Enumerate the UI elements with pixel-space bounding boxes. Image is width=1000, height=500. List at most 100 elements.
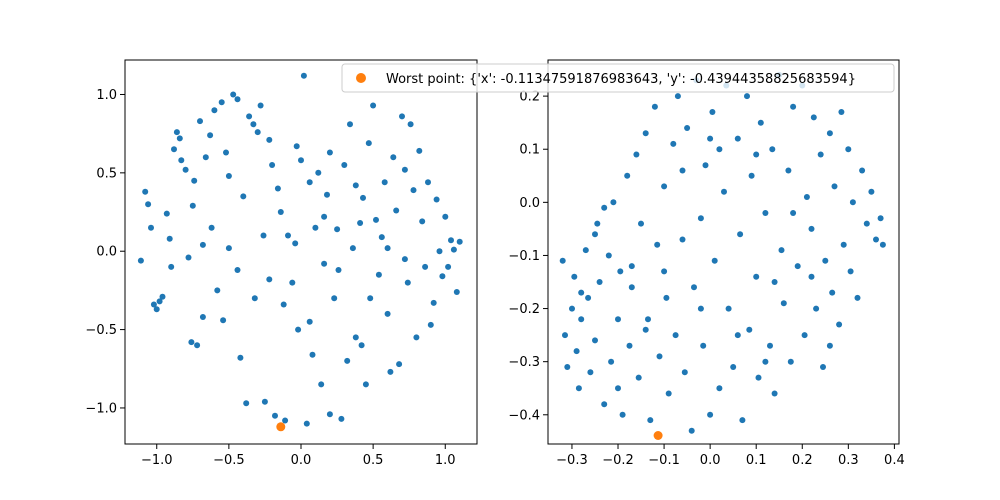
data-point <box>808 273 815 280</box>
data-point <box>709 109 716 115</box>
x-tick-label: −0.1 <box>648 453 680 468</box>
data-point <box>624 172 631 179</box>
data-point <box>877 215 884 222</box>
data-point <box>663 294 670 301</box>
data-point <box>207 132 214 139</box>
data-point <box>324 191 330 198</box>
data-point <box>564 364 571 370</box>
data-point <box>730 364 737 370</box>
data-point <box>734 332 741 339</box>
data-point <box>450 246 457 253</box>
data-point <box>702 162 709 169</box>
data-point <box>251 295 258 302</box>
data-point <box>166 235 173 242</box>
x-tick-label: −1.0 <box>141 453 173 468</box>
data-point <box>347 121 353 128</box>
data-point <box>159 293 166 300</box>
data-point <box>367 295 374 302</box>
data-point <box>145 201 152 208</box>
data-point <box>716 385 723 392</box>
data-point <box>456 238 463 245</box>
y-tick-label: 0.2 <box>519 90 540 105</box>
data-point <box>274 185 281 192</box>
data-point <box>661 183 668 190</box>
data-point <box>344 357 351 364</box>
data-point <box>753 273 760 280</box>
data-point <box>592 231 598 238</box>
data-point <box>234 96 241 103</box>
data-point <box>375 271 382 278</box>
data-point <box>298 157 304 164</box>
data-point <box>266 276 273 283</box>
worst-point <box>653 431 663 440</box>
data-point <box>246 113 253 120</box>
data-point <box>148 224 154 231</box>
data-point <box>578 316 585 323</box>
data-point <box>707 411 714 418</box>
data-point <box>615 385 621 392</box>
data-point <box>691 284 697 291</box>
data-point <box>617 268 624 275</box>
data-point <box>191 177 198 184</box>
data-point <box>163 210 170 217</box>
data-point <box>569 305 575 312</box>
data-point <box>168 263 175 270</box>
data-point <box>194 342 201 349</box>
data-point <box>416 147 423 154</box>
data-point <box>413 334 420 341</box>
data-point <box>188 339 195 346</box>
data-point <box>390 154 397 161</box>
x-tick-label: −0.5 <box>213 453 245 468</box>
x-tick-label: 0.5 <box>363 453 384 468</box>
data-point <box>780 300 787 307</box>
data-point <box>225 173 232 179</box>
data-point <box>684 125 691 131</box>
data-point <box>378 234 385 241</box>
data-point <box>628 284 635 291</box>
data-point <box>849 199 856 206</box>
x-tick-label: 0.1 <box>746 453 767 468</box>
data-point <box>211 107 218 114</box>
data-point <box>404 279 411 286</box>
data-point <box>153 306 160 313</box>
data-point <box>679 167 686 174</box>
data-point <box>822 257 829 264</box>
data-point <box>790 103 797 110</box>
x-tick-label: −0.2 <box>602 453 634 468</box>
data-point <box>282 417 289 424</box>
data-point <box>582 247 589 254</box>
x-tick-label: 0.4 <box>884 453 905 468</box>
data-point <box>335 267 342 273</box>
data-point <box>635 374 642 381</box>
data-point <box>243 400 250 407</box>
data-point <box>757 119 764 126</box>
data-point <box>399 113 405 120</box>
data-point <box>697 305 704 312</box>
data-point <box>725 305 732 312</box>
data-point <box>312 224 319 231</box>
data-point <box>771 279 778 285</box>
data-point <box>289 279 296 286</box>
data-point <box>315 169 322 176</box>
y-tick-label: 0.1 <box>519 143 540 158</box>
data-point <box>425 179 431 186</box>
data-point <box>199 314 206 320</box>
data-point <box>817 151 824 158</box>
data-point <box>645 316 651 323</box>
data-point <box>753 151 760 158</box>
data-point <box>700 342 707 349</box>
data-point <box>182 166 189 173</box>
data-point <box>254 129 261 136</box>
data-point <box>734 135 741 142</box>
legend-marker-worst-point <box>356 73 366 83</box>
data-point <box>292 240 299 247</box>
data-point <box>831 183 838 190</box>
data-point <box>384 245 391 252</box>
data-point <box>142 188 149 195</box>
data-point <box>237 354 244 361</box>
data-point <box>575 385 582 392</box>
data-point <box>208 224 215 231</box>
data-point <box>845 146 852 153</box>
legend-box <box>341 63 895 93</box>
data-point <box>419 218 426 225</box>
